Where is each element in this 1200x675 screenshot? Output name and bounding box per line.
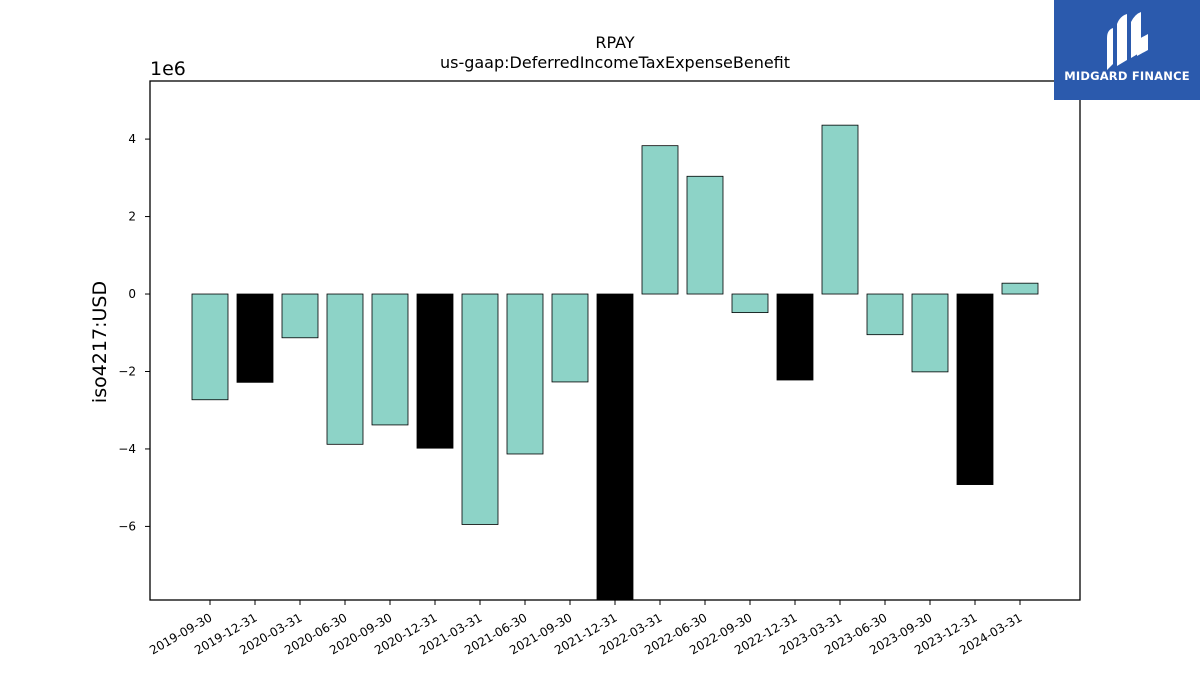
y-tick-label: 4 <box>128 132 136 146</box>
y-axis-label: iso4217:USD <box>89 281 111 403</box>
bars-group <box>191 124 1039 601</box>
bar <box>686 175 724 295</box>
y-tick-label: 0 <box>128 287 136 301</box>
bar <box>506 293 544 455</box>
bar <box>821 124 859 295</box>
bar <box>956 293 994 485</box>
bar <box>281 293 319 339</box>
bar <box>236 293 274 383</box>
bar <box>596 293 634 601</box>
bar <box>641 145 679 295</box>
bar <box>776 293 814 381</box>
chart-title: RPAY <box>595 33 634 52</box>
logo-mark-icon <box>1107 12 1148 70</box>
bar <box>1001 282 1039 295</box>
logo-text: MIDGARD FINANCE <box>1064 69 1190 83</box>
plot-frame <box>149 80 1081 601</box>
y-ticks-group: −6 −4 −2 0 2 4 <box>118 132 150 533</box>
y-tick-label: 2 <box>128 210 136 224</box>
brand-logo: MIDGARD FINANCE <box>1054 0 1200 100</box>
y-scale-label: 1e6 <box>150 58 186 80</box>
y-tick-label: −4 <box>118 442 136 456</box>
x-ticks-group: 2019-09-302019-12-312020-03-312020-06-30… <box>147 600 1025 657</box>
y-tick-label: −6 <box>118 519 136 533</box>
bar <box>371 293 409 426</box>
y-tick-label: −2 <box>118 364 136 378</box>
bar <box>551 293 589 383</box>
bar <box>461 293 499 525</box>
chart-subtitle: us-gaap:DeferredIncomeTaxExpenseBenefit <box>440 53 790 72</box>
bar <box>911 293 949 373</box>
bar <box>866 293 904 336</box>
bar <box>416 293 454 449</box>
bar <box>191 293 229 401</box>
bar <box>326 293 364 445</box>
bar <box>731 293 769 314</box>
